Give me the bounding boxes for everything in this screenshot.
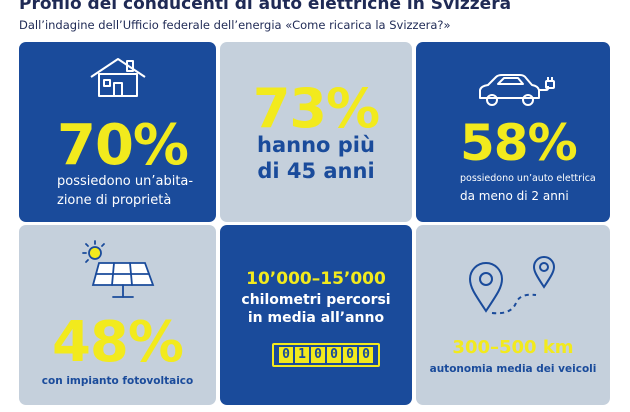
stat-value: 48% [51,310,184,375]
stat-value: 70% [57,113,189,178]
odometer-icon: 0 1 0 0 0 0 [272,343,380,367]
stat-description: autonomia media dei veicoli [429,363,597,375]
electric-car-icon [479,74,555,106]
solar-panel-icon [82,240,155,298]
stat-description: possiedono un’abita- zione di proprietà [57,174,194,208]
stat-description: hanno più di 45 anni [257,133,375,183]
stat-description-small: possiedono un’auto elettrica [460,173,596,184]
odometer-digit: 0 [359,347,373,363]
tile-solar: 48% con impianto fotovoltaico [19,225,216,405]
page-title: Profilo dei conducenti di auto elettrich… [19,0,512,14]
stat-value: 300–500 km [452,337,574,358]
stat-description: da meno di 2 anni [460,189,569,203]
odometer-digit: 0 [311,347,325,363]
page-subtitle: Dall’indagine dell’Ufficio federale dell… [19,18,451,32]
stat-value: 10’000–15’000 [246,269,386,289]
stat-description: chilometri percorsi in media all’anno [241,292,391,326]
stat-value: 73% [252,77,380,140]
house-icon [90,58,146,97]
tile-distance: 10’000–15’000 chilometri percorsi in med… [220,225,412,405]
tile-range: 300–500 km autonomia media dei veicoli [416,225,610,405]
stat-description: con impianto fotovoltaico [41,375,194,387]
odometer-digit: 1 [295,347,309,363]
odometer-digit: 0 [343,347,357,363]
tile-home-ownership: 70% possiedono un’abita- zione di propri… [19,42,216,222]
map-route-icon [468,256,556,315]
stat-value: 58% [460,114,578,172]
tile-age: 73% hanno più di 45 anni [220,42,412,222]
tile-electric-car: 58% possiedono un’auto elettrica da meno… [416,42,610,222]
odometer-digit: 0 [327,347,341,363]
odometer-digit: 0 [279,347,293,363]
